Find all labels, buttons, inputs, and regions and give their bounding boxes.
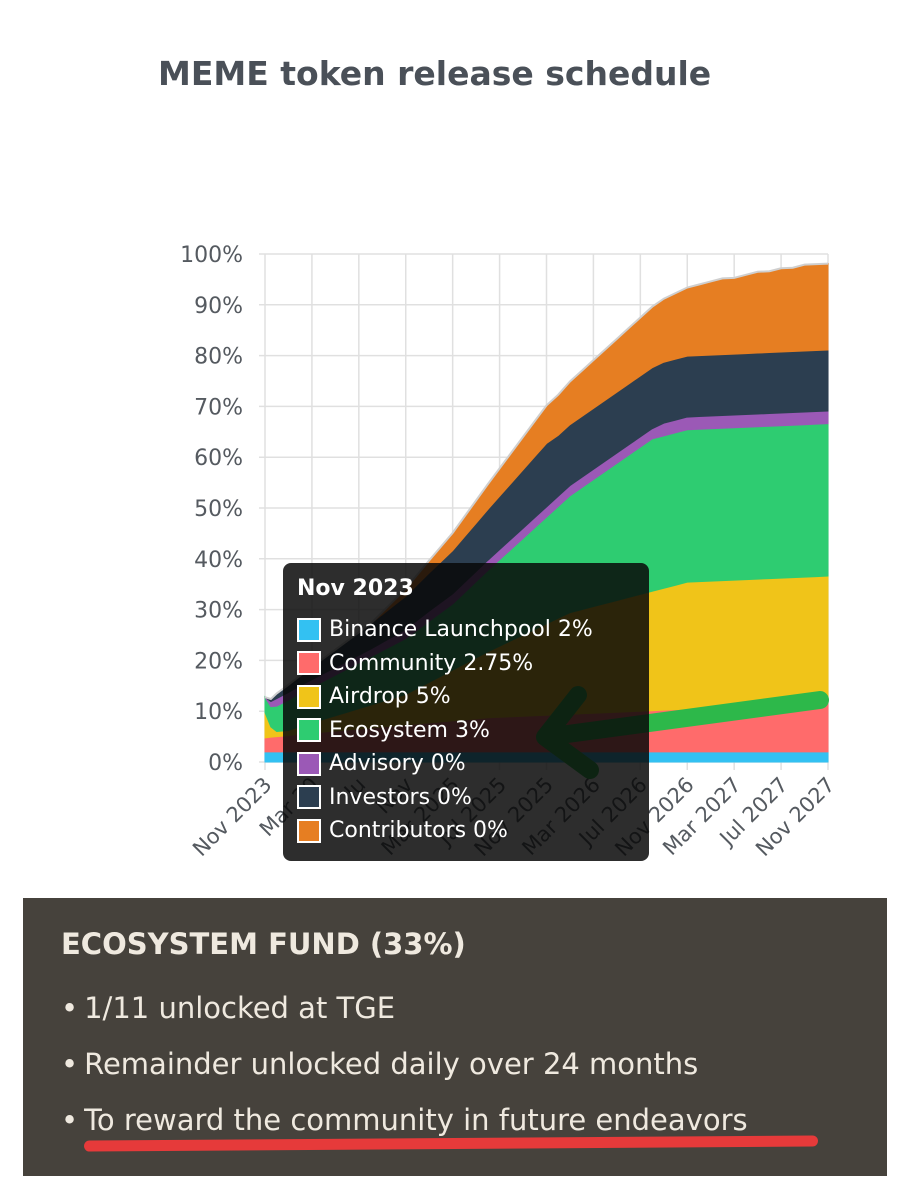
legend-swatch: [297, 718, 321, 743]
info-bullet-3: • To reward the community in future endea…: [61, 1103, 748, 1137]
tooltip-item-label: Binance Launchpool 2%: [329, 617, 593, 643]
legend-swatch: [297, 651, 321, 676]
y-tick-label: 50%: [194, 497, 243, 522]
legend-swatch: [297, 617, 321, 642]
info-bullet-2: • Remainder unlocked daily over 24 months: [61, 1047, 699, 1081]
tooltip-title: Nov 2023: [297, 576, 414, 601]
y-tick-label: 0%: [208, 751, 243, 776]
tooltip-item: Contributors 0%: [297, 814, 635, 848]
tooltip-items: Binance Launchpool 2% Community 2.75% Aird…: [297, 613, 635, 848]
y-tick-label: 60%: [194, 446, 243, 471]
page-title: MEME token release schedule: [158, 54, 712, 93]
ecosystem-fund-panel: ECOSYSTEM FUND (33%) • 1/11 unlocked at T…: [23, 898, 887, 1176]
info-heading: ECOSYSTEM FUND (33%): [61, 927, 466, 961]
tooltip-item-label: Community 2.75%: [329, 650, 534, 676]
chart-tooltip: Nov 2023 Binance Launchpool 2% Community …: [283, 563, 649, 861]
legend-swatch: [297, 751, 321, 776]
legend-swatch: [297, 684, 321, 709]
tooltip-item-label: Contributors 0%: [329, 818, 508, 844]
tooltip-item-label: Ecosystem 3%: [329, 717, 490, 743]
y-tick-label: 80%: [194, 345, 243, 370]
tooltip-item: Ecosystem 3%: [297, 714, 635, 748]
y-tick-label: 10%: [194, 700, 243, 725]
info-bullet-1: • 1/11 unlocked at TGE: [61, 991, 396, 1025]
tooltip-item-label: Airdrop 5%: [329, 684, 451, 710]
y-tick-label: 30%: [194, 599, 243, 624]
tooltip-item: Community 2.75%: [297, 647, 635, 681]
tooltip-item: Airdrop 5%: [297, 680, 635, 714]
tooltip-item: Investors 0%: [297, 781, 635, 815]
legend-swatch: [297, 818, 321, 843]
legend-swatch: [297, 785, 321, 810]
y-tick-label: 70%: [194, 395, 243, 420]
y-tick-label: 20%: [194, 649, 243, 674]
y-tick-label: 40%: [194, 548, 243, 573]
tooltip-item: Binance Launchpool 2%: [297, 613, 635, 647]
y-axis-ticks: 0% 10% 20% 30% 40% 50% 60% 70% 80% 90% 100%: [180, 243, 243, 776]
tooltip-item-label: Investors 0%: [329, 784, 472, 810]
y-tick-label: 100%: [180, 243, 243, 268]
tooltip-item: Advisory 0%: [297, 747, 635, 781]
y-tick-label: 90%: [194, 294, 243, 319]
tooltip-item-label: Advisory 0%: [329, 751, 466, 777]
